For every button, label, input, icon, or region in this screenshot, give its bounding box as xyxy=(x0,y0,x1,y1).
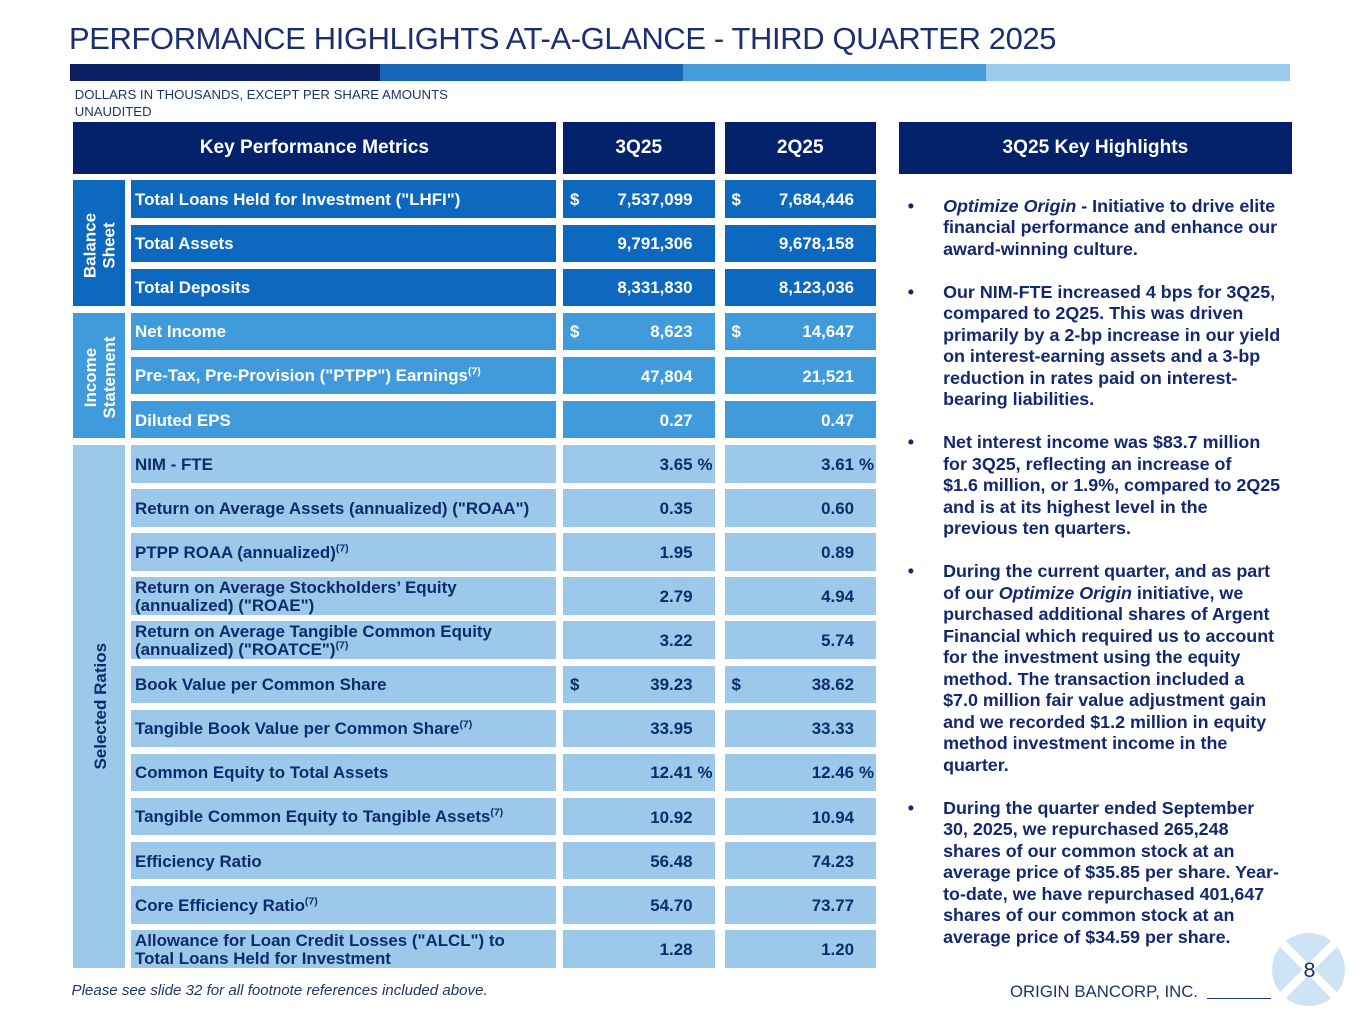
svg-text:8: 8 xyxy=(1304,958,1316,982)
